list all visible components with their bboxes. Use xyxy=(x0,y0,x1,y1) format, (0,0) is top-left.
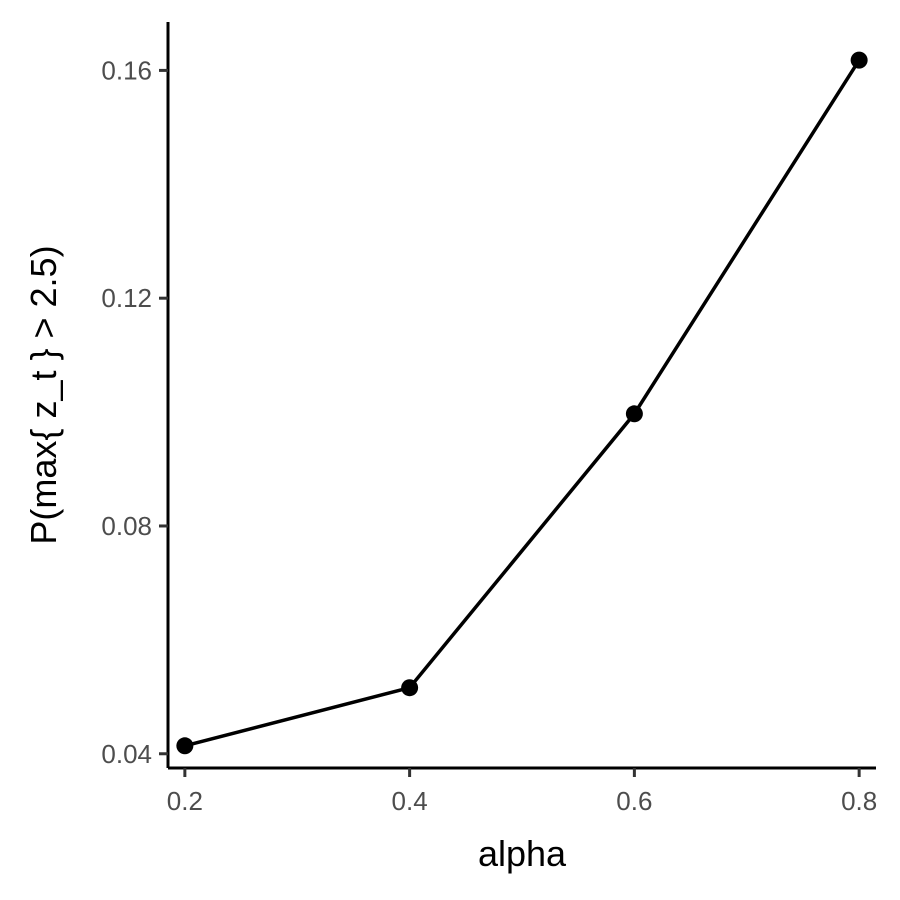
y-axis-title: P(max{ z_t } > 2.5) xyxy=(23,245,64,544)
y-tick-label: 0.16 xyxy=(101,55,152,85)
data-point xyxy=(401,679,419,697)
data-point xyxy=(176,737,194,755)
x-tick-label: 0.6 xyxy=(616,786,652,816)
x-tick-label: 0.2 xyxy=(167,786,203,816)
y-tick-label: 0.08 xyxy=(101,511,152,541)
x-tick-label: 0.4 xyxy=(392,786,428,816)
data-point xyxy=(850,51,868,69)
y-tick-label: 0.04 xyxy=(101,739,152,769)
x-axis-title: alpha xyxy=(478,833,567,874)
series-line xyxy=(184,59,861,748)
y-axis-ticks: 0.04 0.08 0.12 0.16 xyxy=(101,55,168,769)
plot-area xyxy=(176,51,868,755)
y-tick-label: 0.12 xyxy=(101,283,152,313)
x-tick-label: 0.8 xyxy=(841,786,877,816)
data-point xyxy=(625,405,643,423)
x-axis-ticks: 0.2 0.4 0.6 0.8 xyxy=(167,768,877,816)
